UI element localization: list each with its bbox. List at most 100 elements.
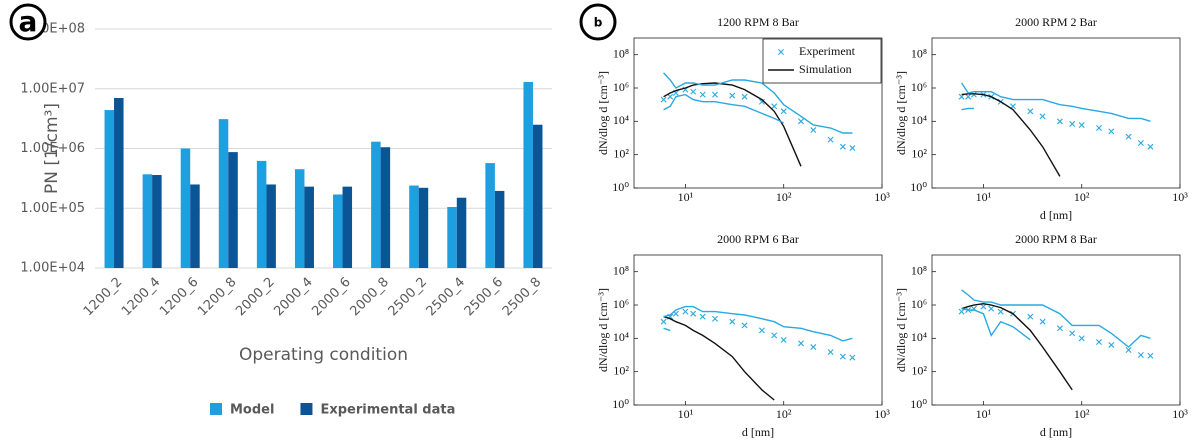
subplot-title: 2000 RPM 6 Bar: [717, 232, 799, 246]
series-line: [961, 308, 1031, 341]
panel-label: b: [594, 16, 603, 30]
marker: [699, 313, 706, 320]
legend-marker: [778, 49, 784, 55]
series-line: [663, 305, 853, 342]
x-tick-label: 10¹: [678, 407, 694, 421]
marker: [997, 308, 1004, 315]
marker: [965, 93, 972, 100]
marker: [849, 354, 856, 361]
panel-label: a: [19, 5, 38, 38]
y-tick-label: 1.00E+04: [20, 261, 85, 276]
bar: [418, 187, 429, 268]
y-tick-label: 10⁶: [911, 80, 927, 94]
bar: [333, 194, 343, 268]
plot-frame: [633, 254, 883, 406]
y-tick-label: 10⁴: [613, 330, 629, 344]
marker: [771, 103, 778, 110]
marker: [1039, 113, 1046, 120]
y-axis-label: dN/dlog d [cm⁻³]: [596, 288, 610, 372]
bar: [142, 174, 153, 268]
bar: [447, 206, 457, 268]
y-tick-label: 10⁶: [613, 297, 629, 311]
y-tick-label: 10²: [911, 363, 927, 377]
y-tick-label: 10⁶: [613, 80, 629, 94]
x-tick-label: 2000_4: [271, 275, 315, 319]
x-axis-label: d [nm]: [1040, 425, 1072, 439]
marker: [798, 118, 804, 125]
bar: [532, 124, 543, 268]
marker: [798, 340, 804, 347]
y-tick-label: 10⁰: [910, 180, 927, 194]
subplot-title: 2000 RPM 2 Bar: [1015, 15, 1097, 29]
y-tick-label: 10⁴: [911, 330, 927, 344]
x-tick-label: 10²: [776, 190, 792, 204]
marker: [729, 318, 736, 325]
x-axis-label: Operating condition: [239, 345, 408, 365]
series-line: [663, 327, 671, 332]
bar: [294, 169, 305, 268]
series-line: [961, 107, 974, 111]
x-axis-label: d [nm]: [1040, 208, 1072, 222]
bar: [304, 186, 314, 268]
marker: [699, 91, 706, 98]
marker: [667, 93, 674, 100]
marker: [839, 143, 846, 150]
y-tick-label: 10⁸: [613, 46, 629, 60]
x-tick-label: 2000_8: [347, 275, 391, 319]
y-tick-label: 10⁰: [910, 397, 927, 411]
marker: [1027, 313, 1034, 320]
plot-frame: [931, 254, 1181, 406]
series-line: [961, 289, 1151, 348]
x-tick-label: 10³: [874, 407, 890, 421]
plot-frame: [931, 37, 1181, 189]
bar: [494, 190, 505, 268]
marker: [1125, 346, 1132, 353]
x-tick-label: 10³: [1172, 190, 1188, 204]
x-tick-label: 10¹: [678, 190, 694, 204]
bar: [228, 152, 238, 268]
legend-label: Simulation: [799, 62, 852, 76]
bar: [485, 163, 495, 268]
y-tick-label: 10²: [613, 146, 629, 160]
panel-badge: [579, 3, 617, 41]
x-tick-label: 1200_8: [195, 275, 239, 319]
marker: [741, 93, 748, 100]
bar: [409, 185, 419, 268]
x-tick-label: 2500_6: [462, 275, 506, 319]
marker: [1027, 108, 1034, 115]
y-axis-label: dN/dlog d [cm⁻³]: [894, 71, 908, 155]
marker: [980, 303, 987, 310]
x-tick-label: 1200_2: [81, 275, 125, 319]
x-tick-label: 2000_2: [233, 275, 277, 319]
x-tick-label: 10³: [874, 190, 890, 204]
legend-label: Experimental data: [320, 403, 455, 418]
y-tick-label: 10⁴: [911, 113, 927, 127]
marker: [958, 308, 965, 315]
marker: [1078, 335, 1085, 342]
y-tick-label: 1.00E+05: [20, 201, 85, 216]
x-axis-label: d [nm]: [742, 425, 774, 439]
bar: [266, 184, 276, 268]
panel-badge: [9, 3, 47, 41]
series-line: [961, 93, 1061, 177]
y-tick-label: 10⁸: [911, 263, 927, 277]
bar: [523, 81, 533, 268]
marker: [741, 322, 748, 329]
marker: [1147, 143, 1154, 150]
marker: [970, 91, 977, 98]
subplot-title: 2000 RPM 8 Bar: [1015, 232, 1097, 246]
marker: [849, 145, 856, 152]
marker: [1108, 128, 1115, 135]
series-line: [961, 82, 1151, 122]
bar: [152, 175, 162, 268]
marker: [771, 332, 778, 339]
bar: [104, 110, 115, 268]
x-tick-label: 1200_6: [157, 275, 201, 319]
subplot-title: 1200 RPM 8 Bar: [717, 15, 799, 29]
y-axis-label: dN/dlog d [cm⁻³]: [596, 71, 610, 155]
marker: [1125, 133, 1132, 140]
marker: [1096, 339, 1102, 346]
x-tick-label: 10³: [1172, 407, 1188, 421]
marker: [1137, 140, 1144, 147]
